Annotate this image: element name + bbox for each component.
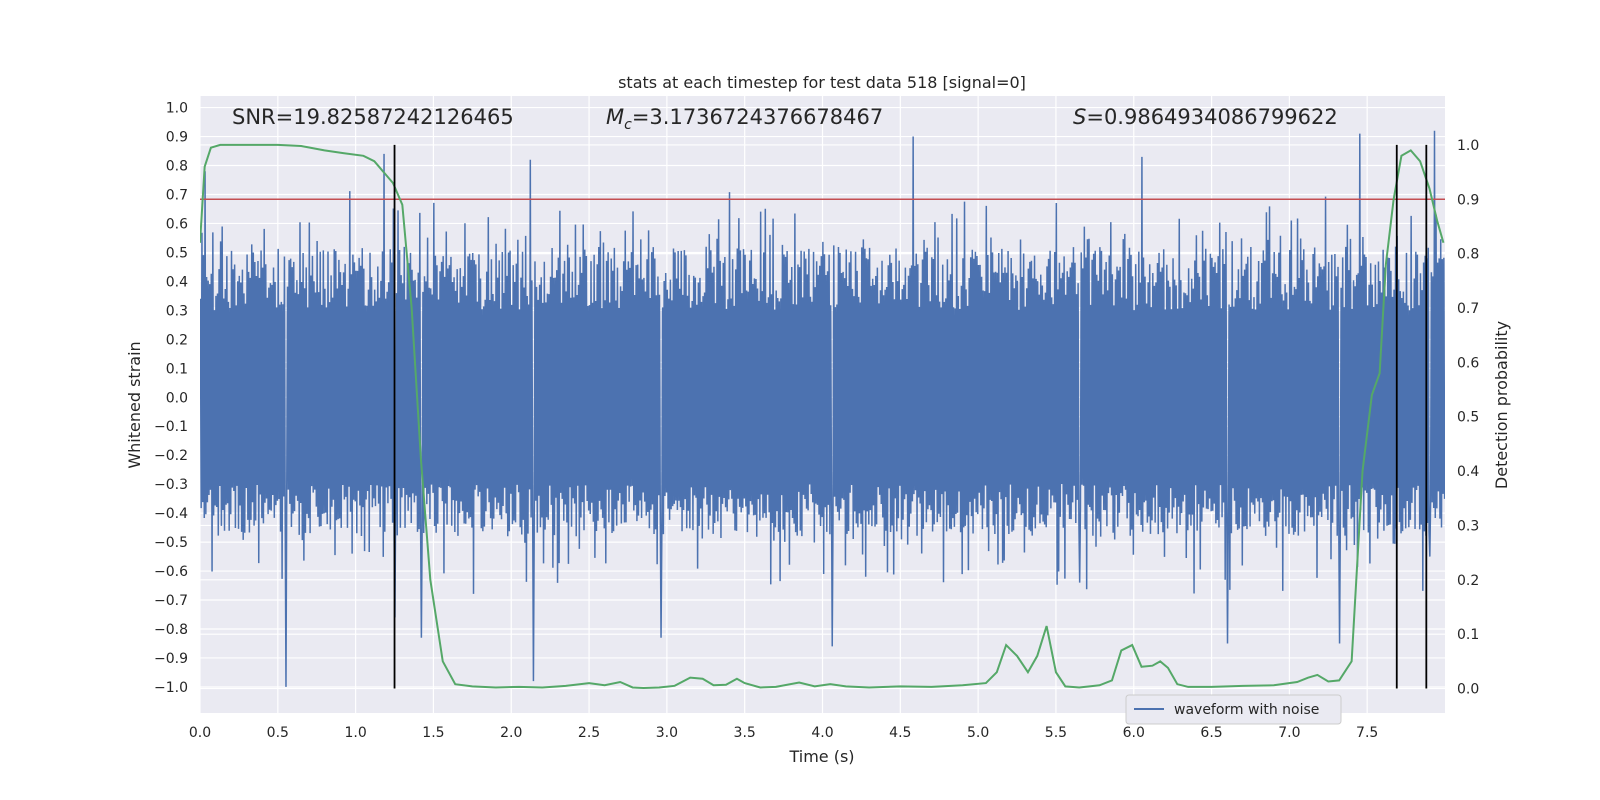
y2-tick-label: 0.1 xyxy=(1457,627,1479,643)
y2-tick-label: 0.8 xyxy=(1457,247,1479,263)
x-tick-label: 6.0 xyxy=(1123,725,1145,741)
s-annotation: S=0.9864934086799622 xyxy=(1073,105,1338,129)
x-axis-label: Time (s) xyxy=(788,747,854,766)
y-tick-label: 0.8 xyxy=(166,159,188,175)
y-tick-label: −1.0 xyxy=(154,680,188,696)
y2-tick-label: 0.7 xyxy=(1457,301,1479,317)
x-tick-label: 4.5 xyxy=(889,725,911,741)
y-tick-label: 0.0 xyxy=(166,390,188,406)
y-tick-label: 0.7 xyxy=(166,187,188,203)
plot-layer xyxy=(200,130,1445,689)
x-tick-label: 0.5 xyxy=(267,725,289,741)
x-tick-label: 7.0 xyxy=(1278,725,1300,741)
x-tick-label: 5.5 xyxy=(1045,725,1067,741)
x-tick-label: 3.0 xyxy=(656,725,678,741)
ticks: 0.0 0.5 1.0 1.5 2.0 2.5 3.0 3.5 4.0 4.5 5.0 5.5 6.0 6… xyxy=(154,101,1479,741)
y-tick-label: 0.3 xyxy=(166,303,188,319)
y2-tick-label: 0.9 xyxy=(1457,192,1479,208)
legend: waveform with noise xyxy=(1125,694,1342,725)
x-tick-label: 2.5 xyxy=(578,725,600,741)
y2-tick-label: 0.0 xyxy=(1457,682,1479,698)
legend-entry-waveform: waveform with noise xyxy=(1174,702,1319,718)
x-tick-label: 1.0 xyxy=(344,725,366,741)
y-tick-label: 0.6 xyxy=(166,216,188,232)
y-tick-label: −0.3 xyxy=(154,477,188,493)
y-tick-label: 0.2 xyxy=(166,332,188,348)
mc-symbol: M xyxy=(606,105,624,129)
x-tick-label: 4.0 xyxy=(811,725,833,741)
s-symbol: S xyxy=(1073,105,1086,129)
x-tick-label: 6.5 xyxy=(1200,725,1222,741)
y2-tick-label: 0.4 xyxy=(1457,464,1479,480)
x-tick-label: 0.0 xyxy=(189,725,211,741)
y-axis-label: Whitened strain xyxy=(125,341,144,468)
y2-tick-label: 0.3 xyxy=(1457,518,1479,534)
mc-subscript: c xyxy=(624,117,632,133)
y-tick-label: −0.7 xyxy=(154,593,188,609)
y2-tick-label: 0.6 xyxy=(1457,355,1479,371)
y2-tick-label: 0.5 xyxy=(1457,410,1479,426)
y-tick-label: 1.0 xyxy=(166,101,188,117)
chart-title: stats at each timestep for test data 518… xyxy=(618,73,1026,92)
y-tick-label: −0.2 xyxy=(154,448,188,464)
y-tick-label: −0.5 xyxy=(154,535,188,551)
legend-box xyxy=(1125,694,1342,725)
x-tick-label: 7.5 xyxy=(1356,725,1378,741)
y-tick-label: −0.4 xyxy=(154,506,188,522)
mc-annotation: Mc=3.1736724376678467 xyxy=(606,105,883,133)
snr-annotation: SNR=19.82587242126465 xyxy=(232,105,514,129)
detection-probability-line xyxy=(200,143,1445,689)
mc-value: =3.1736724376678467 xyxy=(632,105,883,129)
y2-axis-label: Detection probability xyxy=(1492,321,1511,489)
x-tick-label: 1.5 xyxy=(422,725,444,741)
waveform-line xyxy=(200,130,1445,687)
y-tick-label: −0.1 xyxy=(154,419,188,435)
y2-tick-label: 1.0 xyxy=(1457,138,1479,154)
x-tick-label: 5.0 xyxy=(967,725,989,741)
y-tick-label: −0.9 xyxy=(154,651,188,667)
s-value: =0.9864934086799622 xyxy=(1086,105,1337,129)
y-tick-label: −0.8 xyxy=(154,622,188,638)
y-tick-label: 0.9 xyxy=(166,130,188,146)
y-tick-label: 0.4 xyxy=(166,274,188,290)
y-tick-label: −0.6 xyxy=(154,564,188,580)
y-tick-label: 0.1 xyxy=(166,361,188,377)
x-tick-label: 2.0 xyxy=(500,725,522,741)
x-tick-label: 3.5 xyxy=(734,725,756,741)
y-tick-label: 0.5 xyxy=(166,245,188,261)
y2-tick-label: 0.2 xyxy=(1457,573,1479,589)
